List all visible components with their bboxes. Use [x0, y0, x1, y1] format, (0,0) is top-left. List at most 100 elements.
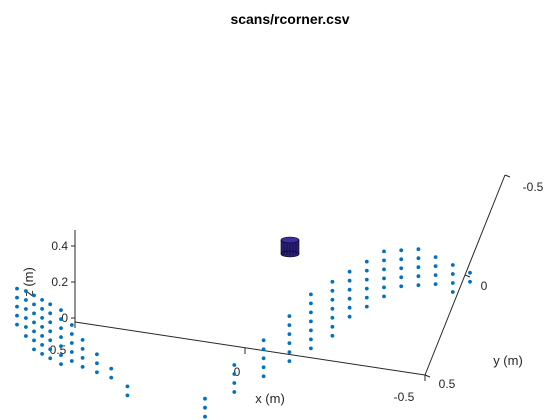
scan-point [468, 279, 472, 284]
scan-point [24, 289, 28, 293]
scan-point [330, 288, 335, 293]
x-axis-line [74, 321, 426, 376]
scan-point [416, 274, 421, 279]
tick-marks [71, 174, 511, 381]
scan-point [347, 278, 352, 283]
scan-point [382, 276, 386, 281]
scan-point [347, 296, 352, 301]
scan-point [40, 343, 44, 347]
scan-point [95, 370, 99, 375]
scan-point [59, 353, 63, 357]
scan-point [399, 275, 404, 280]
scan-point [59, 335, 63, 339]
scan-point [24, 325, 28, 329]
z-axis-label: z (m) [21, 267, 36, 297]
scan-point [287, 314, 292, 318]
point-cloud [15, 247, 472, 419]
scan-point [69, 323, 74, 327]
scan-point [309, 337, 313, 342]
axes-box [74, 174, 506, 376]
scan-point [59, 317, 63, 321]
scan-point [95, 352, 99, 357]
chart-title: scans/rcorner.csv [230, 11, 349, 27]
scan-point [40, 316, 44, 320]
scan-point [15, 322, 19, 327]
scan-point [40, 352, 44, 356]
scan-point [309, 346, 313, 351]
z-tick-label: 0.4 [51, 239, 68, 253]
scan-point [48, 356, 53, 361]
y-tick-label: -0.5 [523, 180, 544, 194]
scan-point [40, 298, 44, 302]
scan-point [59, 344, 63, 348]
scan-point [32, 347, 36, 352]
scan-point [59, 326, 63, 330]
scan-point [15, 313, 19, 318]
scan-point [382, 258, 386, 263]
scan-point [15, 304, 19, 309]
scan-point [382, 285, 386, 290]
scan-point [399, 257, 404, 262]
scan-point [59, 308, 63, 312]
scan-point [203, 405, 207, 410]
scan-point [399, 284, 404, 289]
scan-point [347, 314, 352, 319]
scan-point [433, 255, 438, 259]
scan-point [40, 334, 44, 338]
scan-point [48, 329, 53, 334]
scan-point [48, 302, 53, 307]
scan-point [287, 341, 292, 345]
scan-point [109, 375, 114, 380]
scan-point [48, 311, 53, 316]
scan-point [382, 294, 386, 299]
scan-point [80, 365, 85, 369]
y-tick-mark [424, 374, 431, 378]
scan-point [287, 350, 292, 354]
scan-point [80, 347, 85, 351]
scan-point [15, 295, 19, 300]
scan-point [330, 324, 335, 329]
scan-point [48, 338, 53, 343]
scan-point [416, 256, 421, 261]
scan-point [261, 356, 266, 361]
x-tick-label: 0.5 [50, 343, 67, 357]
scan-point [69, 341, 74, 345]
scan-point [32, 302, 36, 307]
scan-point [330, 279, 335, 284]
x-tick-label: 0 [234, 365, 241, 379]
scan-point [261, 374, 266, 379]
scan-point [309, 301, 313, 306]
scan-point [15, 286, 19, 291]
y-axis-label: y (m) [493, 353, 523, 368]
scan-point [69, 332, 74, 336]
scan-point [330, 315, 335, 320]
sensor-cylinder [280, 236, 300, 258]
scan-point [450, 263, 455, 267]
scan-point [232, 381, 237, 385]
scan-point [287, 323, 292, 327]
scan-point [399, 248, 404, 253]
scan-point [287, 332, 292, 336]
y-tick-label: 0.5 [439, 377, 456, 391]
scan-point [32, 338, 36, 343]
scan-point [364, 304, 369, 309]
scan-point [416, 283, 421, 288]
scan-point [450, 290, 455, 294]
scan-point [399, 266, 404, 271]
scan-point [364, 295, 369, 300]
scan-point [330, 297, 335, 302]
scan-point [347, 305, 352, 310]
scan-point [261, 347, 266, 352]
scan-point [364, 268, 369, 273]
z-tick-label: 0.2 [51, 275, 68, 289]
x-axis-label: x (m) [255, 391, 285, 406]
scan-point [24, 298, 28, 302]
scan-point [309, 328, 313, 333]
scan-point [40, 325, 44, 329]
scan-point [24, 307, 28, 311]
scan-point [468, 270, 472, 275]
sensor-top [280, 236, 300, 244]
scan-point [69, 359, 74, 363]
